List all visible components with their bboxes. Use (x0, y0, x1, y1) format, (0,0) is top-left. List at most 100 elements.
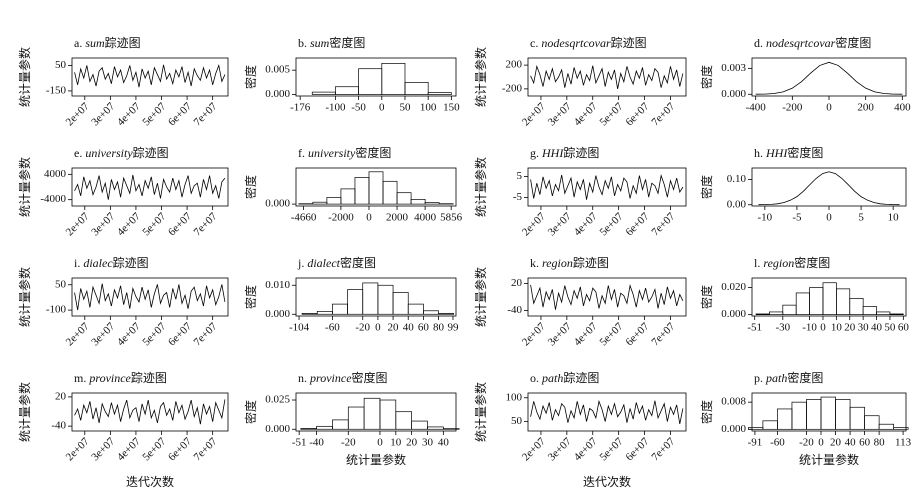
plot-frame (751, 167, 907, 207)
y-tick-label: 0.10 (727, 173, 747, 185)
histogram-bar (340, 188, 356, 205)
x-tick-label: 3e+07 (546, 100, 574, 128)
y-tick-label: -40 (51, 420, 66, 432)
title-part: 密度图 (835, 35, 871, 50)
trace-line (74, 64, 226, 88)
x-tick-label: 4e+07 (572, 100, 600, 128)
histogram-bar (835, 399, 851, 430)
histogram-bar (442, 428, 460, 430)
panel-title: j. dialect密度图 (297, 255, 376, 270)
x-tick-label: 4000 (414, 212, 437, 224)
y-tick-label: 20 (511, 277, 523, 289)
x-tick-label: 30 (422, 437, 434, 449)
title-part: d. (754, 36, 766, 50)
y-tick-label: 0.003 (721, 62, 746, 74)
x-tick-label: 7e+07 (649, 320, 677, 348)
y-tick-label: -150 (46, 84, 67, 96)
y-axis-label: 密度 (243, 65, 258, 89)
title-part: a. (74, 36, 85, 50)
title-part: nodesqrtcovar (541, 36, 611, 50)
title-part: 密度图 (794, 255, 830, 270)
plot-frame (71, 167, 229, 207)
y-tick-label: 0.000 (265, 308, 290, 320)
trace-line (530, 174, 684, 200)
plot-frame (751, 277, 907, 317)
histogram-bar (864, 415, 880, 430)
title-part: 踪迹图 (133, 146, 169, 160)
y-axis-label: 密度 (243, 175, 258, 199)
x-tick-label: 40 (845, 437, 857, 449)
histogram-bar (392, 292, 409, 315)
histogram-bar (782, 304, 797, 315)
histogram-bar (382, 180, 398, 205)
x-tick-label: 4e+07 (115, 100, 143, 128)
histogram-bar (377, 284, 394, 315)
histogram-bar (755, 313, 770, 315)
trace-line (755, 61, 903, 95)
histogram-bar (806, 399, 822, 430)
histogram-bar (363, 397, 381, 430)
title-part: region (542, 256, 573, 270)
histogram-bar (427, 426, 444, 430)
x-tick-label: -176 (290, 102, 311, 114)
x-tick-label: 5e+07 (598, 100, 626, 128)
x-tick-label: 2e+07 (520, 435, 548, 463)
histogram-bar (849, 406, 865, 430)
x-tick-label: 5e+07 (598, 210, 626, 238)
x-tick-label: 80 (874, 437, 886, 449)
trace-line (530, 399, 684, 424)
histogram-bar (395, 411, 412, 430)
x-tick-label: 20 (830, 437, 842, 449)
x-tick-label: 99 (447, 322, 459, 334)
trace-line (758, 171, 900, 206)
title-part: f. (298, 146, 308, 160)
x-tick-label: 3e+07 (89, 320, 117, 348)
title-part: i. (74, 256, 83, 270)
y-tick-label: -200 (502, 82, 523, 94)
title-part: path (765, 371, 787, 385)
x-tick-label: 6e+07 (623, 100, 651, 128)
histogram-bar (368, 171, 384, 205)
title-part: nodesqrtcovar (766, 36, 836, 50)
y-tick-label: -40 (507, 304, 522, 316)
title-part: dialec (83, 256, 113, 270)
title-part: p. (754, 371, 766, 385)
histogram-bar (347, 406, 365, 430)
x-tick-label: 100 (420, 102, 437, 114)
plot-frame (295, 167, 457, 207)
y-axis-label: 统计量参数 (17, 382, 32, 442)
x-tick-label: 400 (894, 102, 911, 114)
x-tick-label: 50 (884, 322, 896, 334)
x-tick-label: 5e+07 (140, 320, 168, 348)
x-tick-label: -40 (309, 437, 324, 449)
y-axis-label: 统计量参数 (17, 157, 32, 217)
plot-frame (527, 392, 687, 432)
x-tick-label: -91 (748, 437, 763, 449)
histogram-bar (316, 311, 333, 315)
y-tick-label: 0.000 (721, 423, 746, 435)
x-tick-label: 5e+07 (598, 435, 626, 463)
x-tick-label: 40 (438, 437, 450, 449)
x-tick-label: 5e+07 (140, 210, 168, 238)
x-axis-label: 迭代次数 (126, 474, 174, 489)
title-part: HHI (541, 146, 564, 160)
panel-title: i. dialec踪迹图 (74, 256, 149, 270)
title-part: 密度图 (787, 370, 823, 385)
x-tick-label: -20 (355, 322, 370, 334)
plot-frame (751, 57, 907, 97)
x-tick-label: 7e+07 (192, 435, 220, 463)
x-tick-label: -4660 (291, 212, 317, 224)
x-tick-label: -100 (325, 102, 346, 114)
histogram-bar (893, 427, 909, 430)
x-tick-label: -20 (341, 437, 356, 449)
panel-title: c. nodesqrtcovar踪迹图 (530, 36, 647, 50)
histogram-bar (424, 202, 440, 205)
x-tick-label: 113 (895, 437, 912, 449)
x-tick-label: 6e+07 (623, 435, 651, 463)
